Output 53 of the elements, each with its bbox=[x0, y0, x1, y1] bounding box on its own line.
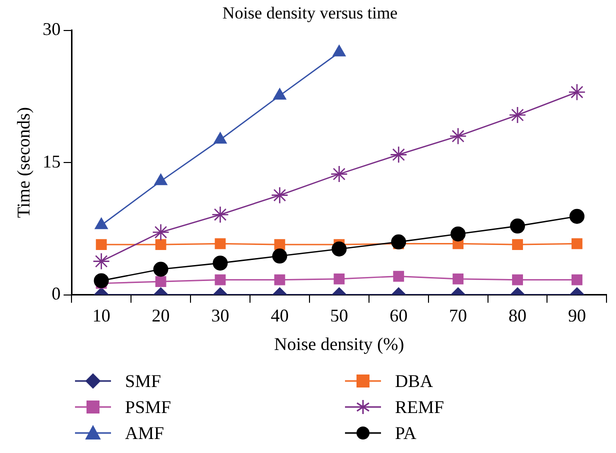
point bbox=[449, 128, 467, 145]
point bbox=[390, 146, 408, 164]
point bbox=[214, 238, 226, 250]
point bbox=[152, 224, 170, 241]
y-tick-label: 15 bbox=[42, 151, 61, 172]
legend-label: AMF bbox=[125, 422, 164, 444]
point bbox=[512, 239, 523, 250]
y-axis-title: Time (seconds) bbox=[14, 107, 34, 218]
point bbox=[334, 273, 345, 284]
point bbox=[512, 274, 523, 286]
point bbox=[332, 241, 347, 256]
point bbox=[568, 83, 586, 101]
legend-label: REMF bbox=[395, 396, 444, 418]
x-tick-label: 60 bbox=[390, 305, 408, 326]
point bbox=[452, 273, 464, 284]
x-axis-title: Noise density (%) bbox=[274, 334, 404, 354]
point bbox=[572, 274, 582, 286]
point bbox=[155, 276, 166, 288]
point bbox=[271, 186, 288, 204]
point bbox=[153, 262, 168, 277]
point bbox=[391, 234, 406, 250]
point bbox=[572, 238, 582, 250]
point bbox=[272, 248, 288, 264]
point bbox=[510, 218, 526, 234]
x-tick-label: 80 bbox=[508, 305, 527, 326]
legend-label: PA bbox=[395, 422, 416, 444]
x-tick-label: 20 bbox=[152, 305, 170, 326]
point bbox=[155, 239, 166, 250]
point bbox=[569, 208, 584, 224]
point bbox=[450, 226, 466, 242]
chart-title: Noise density versus time bbox=[222, 4, 398, 23]
point bbox=[274, 239, 286, 250]
x-tick-label: 40 bbox=[270, 305, 289, 326]
point bbox=[212, 206, 229, 224]
x-tick-label: 30 bbox=[211, 305, 230, 326]
point bbox=[212, 256, 228, 271]
legend-label: SMF bbox=[125, 370, 162, 392]
point bbox=[214, 274, 226, 286]
x-tick-label: 90 bbox=[568, 305, 586, 326]
point bbox=[94, 273, 109, 288]
x-tick-label: 70 bbox=[449, 305, 468, 326]
point bbox=[393, 270, 404, 282]
point bbox=[508, 106, 526, 124]
y-tick-label: 0 bbox=[52, 284, 61, 304]
point bbox=[96, 239, 107, 250]
y-tick-label: 30 bbox=[42, 19, 61, 40]
legend-label: PSMF bbox=[125, 396, 172, 418]
point bbox=[274, 274, 286, 286]
x-tick-label: 10 bbox=[92, 305, 110, 326]
x-tick-label: 50 bbox=[330, 305, 348, 326]
point bbox=[92, 252, 110, 270]
legend-label: DBA bbox=[395, 370, 434, 392]
point bbox=[330, 165, 348, 183]
